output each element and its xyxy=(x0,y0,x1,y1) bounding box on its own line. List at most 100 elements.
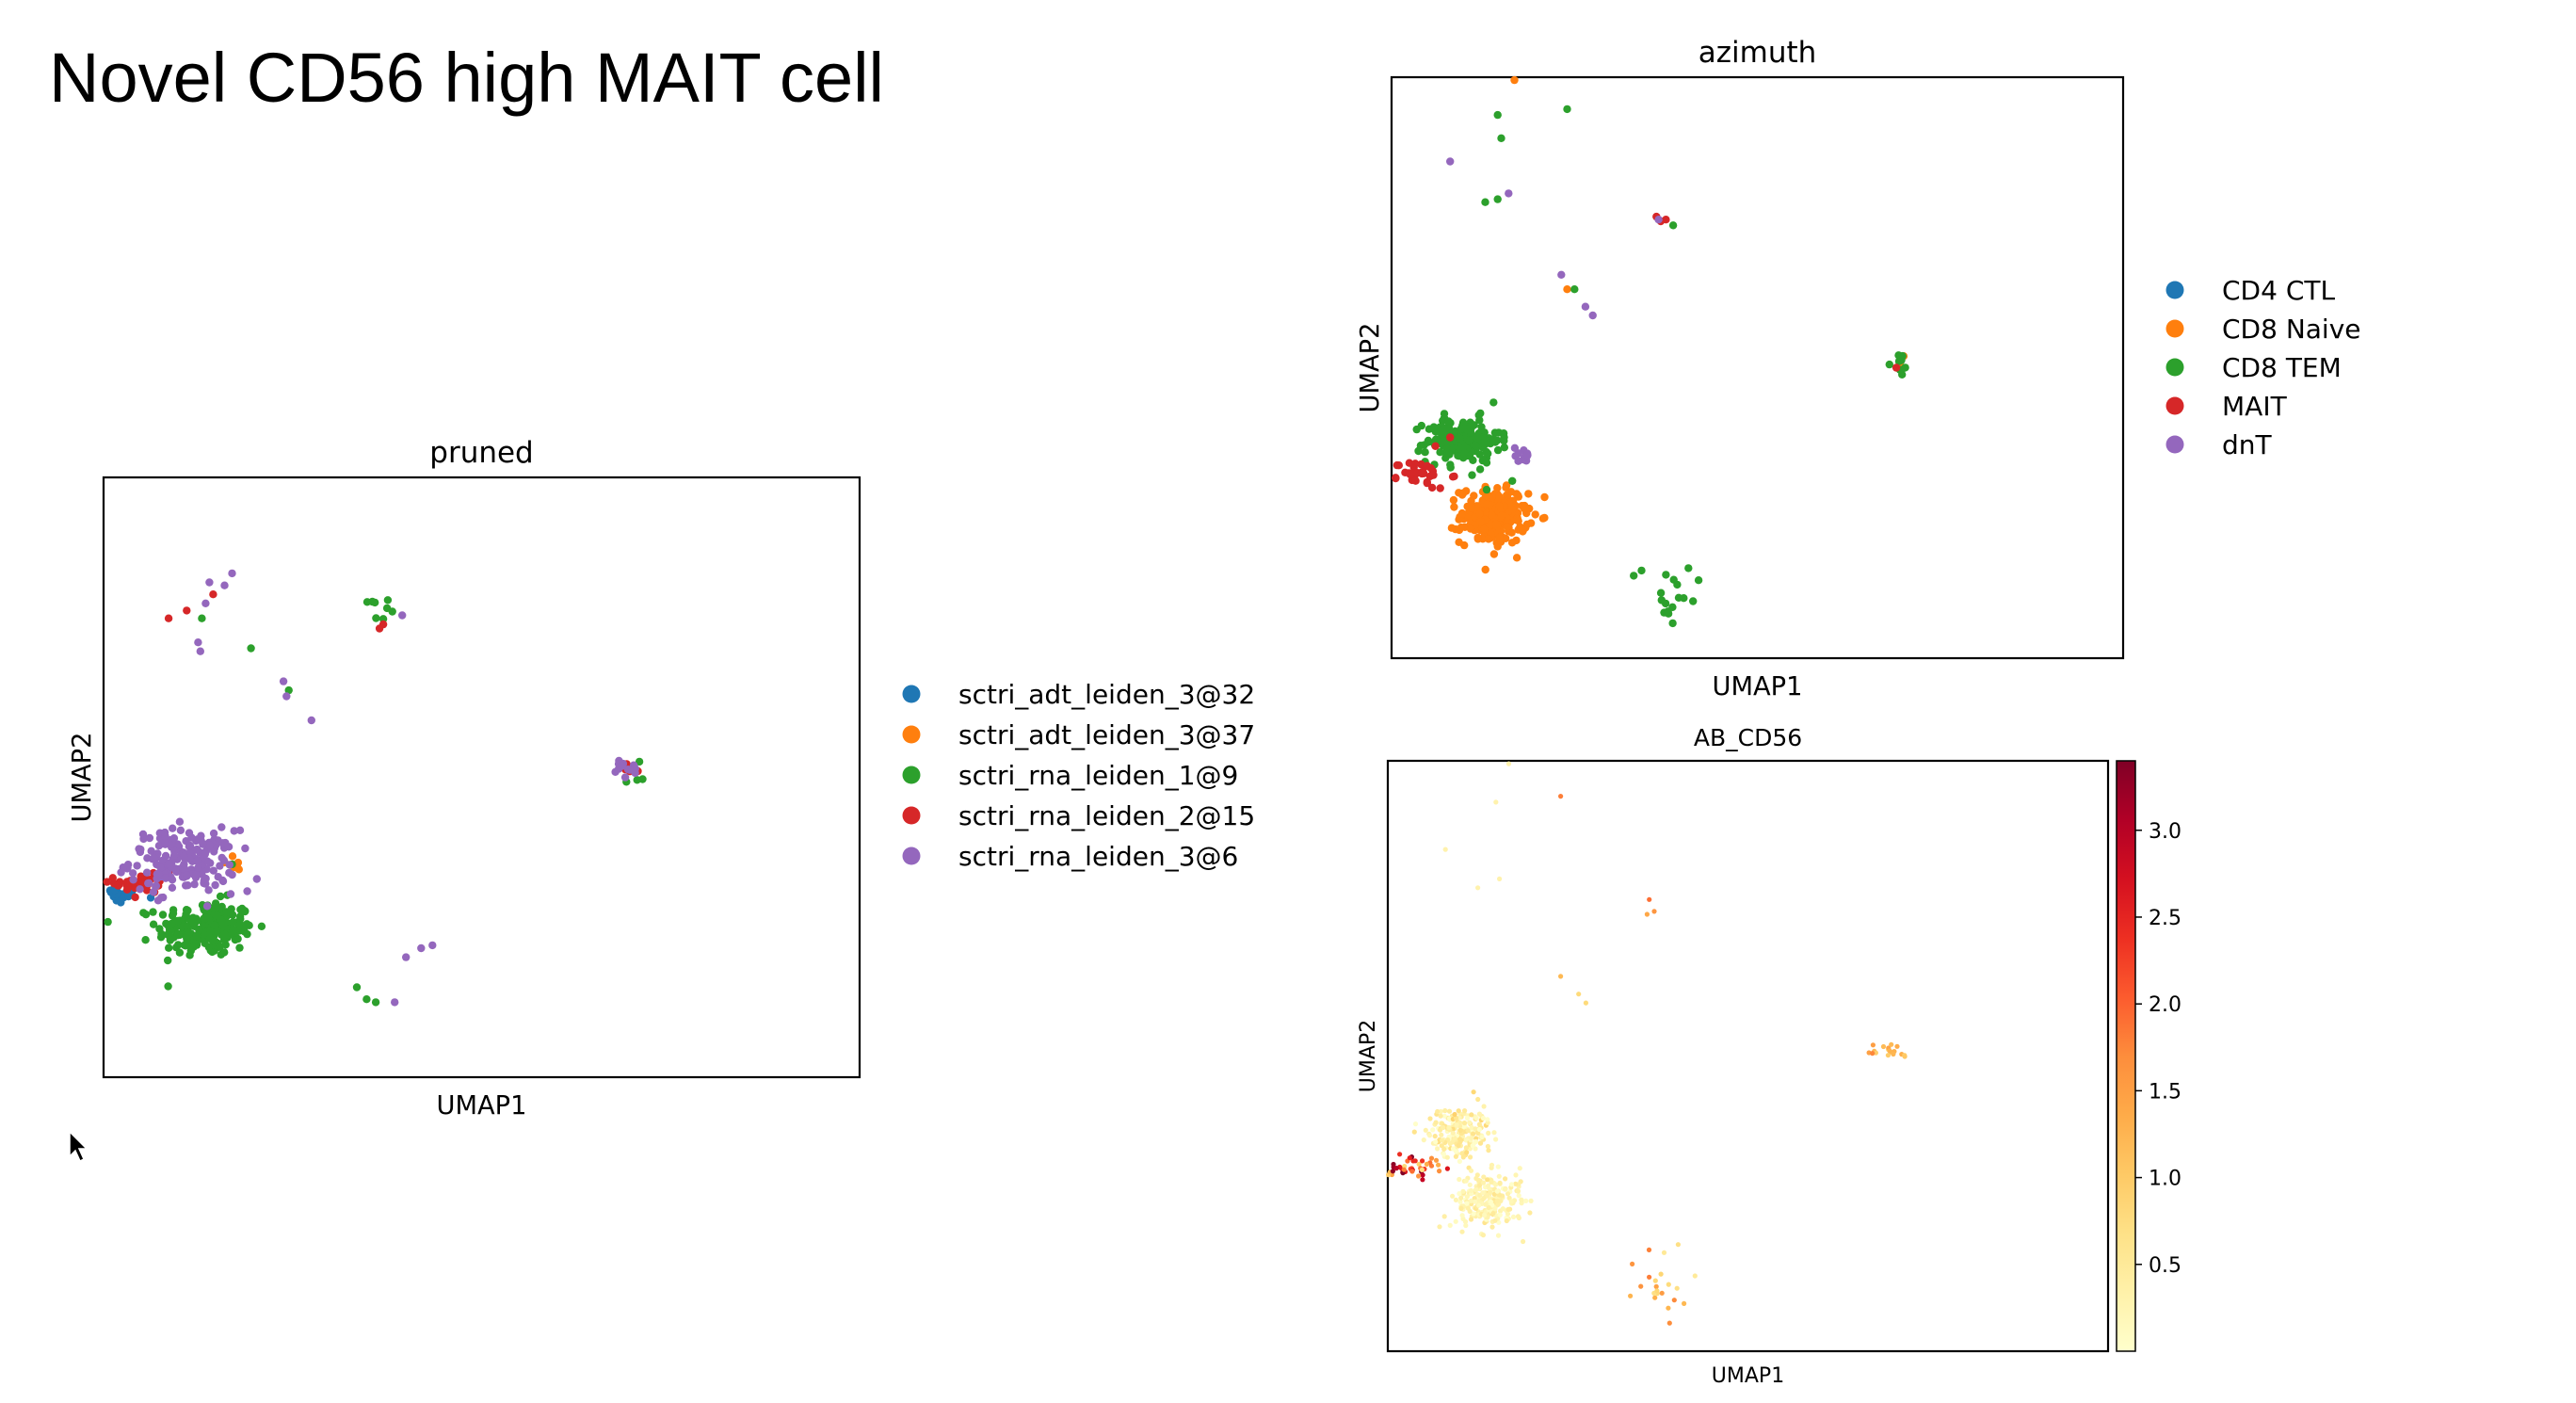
point-ab_cd56-0 xyxy=(1468,1217,1474,1222)
point-pruned-4 xyxy=(224,843,233,851)
point-azimuth-2 xyxy=(1439,437,1447,446)
point-ab_cd56-0 xyxy=(1469,1124,1474,1130)
point-ab_cd56-0 xyxy=(1453,1115,1459,1121)
point-azimuth-2 xyxy=(1472,441,1480,449)
point-pruned-4 xyxy=(217,823,226,831)
point-pruned-2 xyxy=(141,911,151,919)
point-azimuth-1 xyxy=(1497,511,1505,520)
point-ab_cd56-0 xyxy=(1464,1115,1471,1121)
point-pruned-4 xyxy=(194,638,202,647)
point-ab_cd56-0 xyxy=(1505,1206,1511,1212)
point-pruned-4 xyxy=(228,569,236,578)
point-pruned-4 xyxy=(169,834,179,843)
point-azimuth-1 xyxy=(1489,550,1499,558)
point-ab_cd56-0 xyxy=(1477,1140,1484,1146)
point-ab_cd56-0 xyxy=(1475,1096,1481,1103)
colorbar-tick-label: 3.0 xyxy=(2149,820,2182,844)
point-ab_cd56-0 xyxy=(1401,1167,1407,1172)
point-ab_cd56-0 xyxy=(1485,1177,1490,1183)
point-azimuth-2 xyxy=(1674,593,1683,602)
point-pruned-2 xyxy=(211,899,220,908)
point-azimuth-4 xyxy=(1654,216,1663,224)
point-ab_cd56-0 xyxy=(1441,1124,1446,1131)
data-points xyxy=(1392,75,1909,628)
point-ab_cd56-0 xyxy=(1476,1121,1482,1127)
point-azimuth-1 xyxy=(1457,508,1467,518)
point-azimuth-2 xyxy=(1497,134,1505,142)
point-pruned-4 xyxy=(417,943,426,953)
point-azimuth-4 xyxy=(1446,157,1455,166)
point-azimuth-1 xyxy=(1447,524,1457,532)
point-azimuth-2 xyxy=(1493,445,1503,455)
point-ab_cd56-0 xyxy=(1433,1139,1439,1145)
point-pruned-4 xyxy=(193,857,201,865)
point-ab_cd56-0 xyxy=(1490,1211,1496,1217)
point-azimuth-2 xyxy=(1456,434,1464,443)
point-ab_cd56-0 xyxy=(1446,1116,1452,1121)
point-pruned-2 xyxy=(188,913,198,922)
point-ab_cd56-0 xyxy=(1517,1166,1522,1171)
point-pruned-4 xyxy=(133,862,141,870)
point-ab_cd56-0 xyxy=(1497,1180,1503,1185)
point-azimuth-2 xyxy=(1480,440,1489,449)
colorbar-tick-label: 1.0 xyxy=(2149,1168,2182,1191)
point-azimuth-2 xyxy=(1475,450,1484,459)
point-pruned-2 xyxy=(195,926,203,935)
point-ab_cd56-0 xyxy=(1473,1115,1479,1121)
point-azimuth-2 xyxy=(1436,427,1444,437)
point-pruned-4 xyxy=(180,852,188,861)
point-ab_cd56-0 xyxy=(1661,1250,1667,1255)
point-pruned-2 xyxy=(378,615,388,623)
point-pruned-4 xyxy=(217,853,226,863)
chart-title: azimuth xyxy=(1699,36,1817,70)
legend-label: CD8 TEM xyxy=(2222,352,2342,383)
legend-marker xyxy=(902,725,921,744)
point-azimuth-1 xyxy=(1491,520,1501,528)
point-ab_cd56-0 xyxy=(1464,1150,1470,1155)
point-ab_cd56-0 xyxy=(1423,1127,1428,1133)
point-azimuth-2 xyxy=(1424,438,1432,446)
point-ab_cd56-0 xyxy=(1468,1198,1473,1203)
point-ab_cd56-0 xyxy=(1475,885,1481,891)
point-pruned-2 xyxy=(198,614,206,622)
point-pruned-3 xyxy=(103,878,111,886)
colorbar-tick-label: 1.5 xyxy=(2149,1080,2182,1104)
point-pruned-2 xyxy=(164,956,172,965)
legend-marker xyxy=(2165,435,2184,454)
point-ab_cd56-0 xyxy=(1421,1137,1426,1143)
point-ab_cd56-0 xyxy=(1644,911,1650,917)
point-pruned-4 xyxy=(202,902,212,911)
point-azimuth-1 xyxy=(1495,502,1504,510)
point-ab_cd56-0 xyxy=(1476,1111,1482,1117)
point-ab_cd56-0 xyxy=(1485,1143,1490,1150)
chart-title: AB_CD56 xyxy=(1694,724,1802,751)
legend-marker xyxy=(2165,281,2184,299)
point-ab_cd56-0 xyxy=(1651,909,1657,914)
point-ab_cd56-0 xyxy=(1479,1134,1485,1140)
point-ab_cd56-0 xyxy=(1500,1206,1505,1212)
point-ab_cd56-0 xyxy=(1671,1298,1677,1303)
point-pruned-4 xyxy=(194,863,202,872)
point-ab_cd56-0 xyxy=(1473,1138,1479,1145)
point-pruned-3 xyxy=(164,614,173,622)
point-azimuth-2 xyxy=(1475,465,1485,474)
point-azimuth-2 xyxy=(1661,599,1670,608)
point-pruned-2 xyxy=(635,757,644,766)
point-pruned-4 xyxy=(145,879,153,888)
point-ab_cd56-0 xyxy=(1476,1202,1482,1208)
point-ab_cd56-0 xyxy=(1495,1233,1502,1238)
legend-marker xyxy=(902,847,921,865)
point-azimuth-2 xyxy=(1668,619,1677,628)
point-pruned-4 xyxy=(620,773,630,782)
point-ab_cd56-0 xyxy=(1484,1193,1490,1199)
point-ab_cd56-0 xyxy=(1420,1177,1425,1183)
point-pruned-4 xyxy=(154,869,163,878)
point-pruned-4 xyxy=(129,869,137,878)
point-ab_cd56-0 xyxy=(1453,1197,1458,1202)
point-pruned-4 xyxy=(243,887,251,895)
point-pruned-4 xyxy=(391,998,399,1007)
point-ab_cd56-0 xyxy=(1463,1145,1469,1151)
point-azimuth-4 xyxy=(1557,270,1566,279)
point-azimuth-1 xyxy=(1493,542,1502,551)
